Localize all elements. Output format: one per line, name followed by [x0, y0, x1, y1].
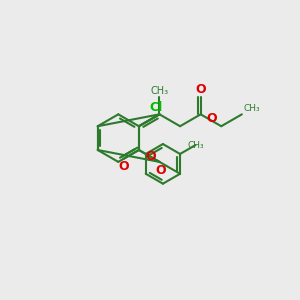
Text: CH₃: CH₃ [150, 85, 169, 95]
Text: O: O [155, 164, 166, 177]
Text: CH₃: CH₃ [187, 140, 204, 149]
Text: O: O [195, 82, 206, 95]
Text: O: O [207, 112, 217, 125]
Text: O: O [146, 150, 156, 164]
Text: CH₃: CH₃ [244, 104, 260, 113]
Text: O: O [118, 160, 129, 173]
Text: Cl: Cl [149, 101, 163, 114]
